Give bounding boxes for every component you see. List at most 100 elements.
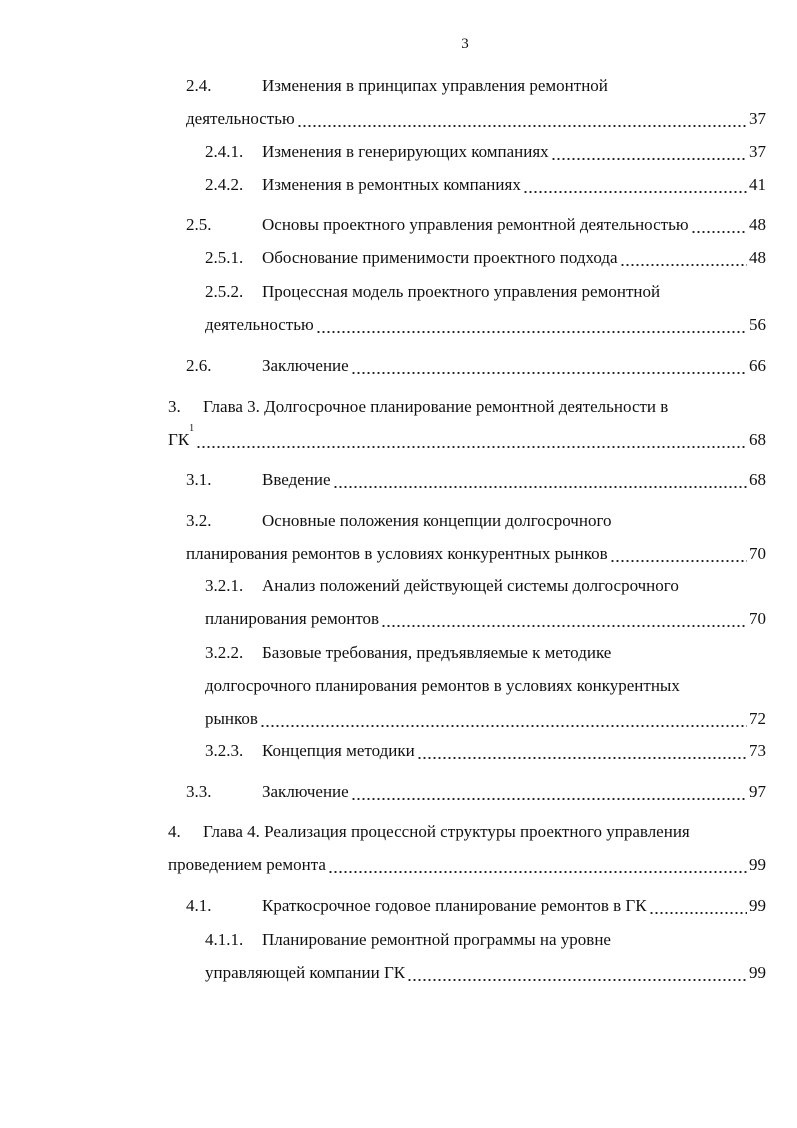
entry-page: 70	[749, 544, 766, 563]
entry-title: Планирование ремонтной программы на уров…	[262, 930, 611, 949]
entry-title: Заключение	[262, 782, 349, 801]
leader	[522, 174, 747, 196]
entry-line: Введение 68	[262, 469, 766, 491]
leader	[196, 429, 747, 451]
entry-line: деятельностью 37	[186, 108, 766, 130]
leader	[332, 469, 747, 491]
entry-title: Концепция методики	[262, 741, 415, 760]
entry-title: Анализ положений действующей системы дол…	[262, 576, 679, 595]
entry-number: 3.2.2.	[205, 643, 244, 662]
entry-title: долгосрочного планирования ремонтов в ус…	[205, 676, 680, 695]
entry-page: 37	[749, 142, 766, 161]
entry-number: 3.1.	[186, 470, 212, 489]
entry-title: Глава 3. Долгосрочное планирование ремон…	[203, 397, 669, 416]
entry-title: Введение	[262, 470, 331, 489]
entry-number: 2.4.1.	[205, 142, 244, 161]
entry-title: планирования ремонтов в условиях конкуре…	[186, 544, 608, 563]
entry-title: Краткосрочное годовое планирование ремон…	[262, 896, 647, 915]
entry-page: 41	[749, 175, 766, 194]
leader	[648, 895, 747, 917]
entry-page: 70	[749, 609, 766, 628]
leader	[550, 141, 747, 163]
entry-line: планирования ремонтов в условиях конкуре…	[186, 543, 766, 565]
entry-title: управляющей компании ГК	[205, 963, 406, 982]
entry-number: 2.5.	[186, 215, 212, 234]
entry-number: 2.6.	[186, 356, 212, 375]
entry-line: Краткосрочное годовое планирование ремон…	[262, 895, 766, 917]
leader	[350, 355, 747, 377]
entry-line: Изменения в генерирующих компаниях 37	[262, 141, 766, 163]
entry-title: Изменения в генерирующих компаниях	[262, 142, 549, 161]
entry-page: 56	[749, 315, 766, 334]
entry-page: 37	[749, 109, 766, 128]
entry-title: проведением ремонта	[168, 855, 326, 874]
entry-page: 66	[749, 356, 766, 375]
entry-number: 3.2.3.	[205, 741, 244, 760]
entry-line: рынков 72	[205, 708, 766, 730]
entry-title: планирования ремонтов	[205, 609, 380, 628]
leader	[416, 740, 747, 762]
leader	[259, 708, 747, 730]
entry-number: 2.4.2.	[205, 175, 244, 194]
entry-line: Заключение 66	[262, 355, 766, 377]
entry-page: 99	[749, 896, 766, 915]
entry-line: ГК 1 68	[168, 423, 766, 451]
entry-page: 48	[749, 215, 766, 234]
entry-number: 3.2.1.	[205, 576, 244, 595]
entry-number: 3.	[168, 397, 181, 416]
entry-page: 48	[749, 248, 766, 267]
page-number: 3	[461, 36, 469, 52]
entry-line: Изменения в ремонтных компаниях 41	[262, 174, 766, 196]
entry-line: Планирование ремонтной программы на уров…	[262, 929, 611, 951]
entry-line: долгосрочного планирования ремонтов в ус…	[205, 675, 680, 697]
entry-page: 99	[749, 963, 766, 982]
entry-title: Изменения в ремонтных компаниях	[262, 175, 521, 194]
entry-line: деятельностью 56	[205, 314, 766, 336]
entry-line: Изменения в принципах управления ремонтн…	[262, 75, 608, 97]
leader	[690, 214, 747, 236]
footnote-mark: 1	[189, 423, 195, 434]
entry-title: Изменения в принципах управления ремонтн…	[262, 76, 608, 95]
entry-number: 3.3.	[186, 782, 212, 801]
entry-title: Основные положения концепции долгосрочно…	[262, 511, 612, 530]
entry-line: Концепция методики 73	[262, 740, 766, 762]
entry-title: Основы проектного управления ремонтной д…	[262, 215, 689, 234]
entry-line: Глава 3. Долгосрочное планирование ремон…	[203, 396, 668, 418]
entry-page: 97	[749, 782, 766, 801]
entry-title: Глава 4. Реализация процессной структуры…	[203, 822, 690, 841]
entry-line: Базовые требования, предъявляемые к мето…	[262, 642, 611, 664]
entry-title: деятельностью	[205, 315, 314, 334]
entry-title: Заключение	[262, 356, 349, 375]
leader	[296, 108, 747, 130]
entry-line: Процессная модель проектного управления …	[262, 281, 660, 303]
entry-page: 72	[749, 709, 766, 728]
entry-title: Процессная модель проектного управления …	[262, 282, 661, 301]
leader	[407, 962, 747, 984]
entry-title: ГК	[168, 430, 190, 449]
entry-page: 68	[749, 470, 766, 489]
entry-line: Глава 4. Реализация процессной структуры…	[203, 821, 690, 843]
entry-line: Заключение 97	[262, 781, 766, 803]
entry-line: Обоснование применимости проектного подх…	[262, 247, 766, 269]
entry-number: 4.1.	[186, 896, 212, 915]
entry-number: 4.	[168, 822, 181, 841]
entry-number: 2.5.1.	[205, 248, 244, 267]
entry-line: управляющей компании ГК 99	[205, 962, 766, 984]
entry-page: 68	[749, 430, 766, 449]
entry-page: 99	[749, 855, 766, 874]
entry-line: Анализ положений действующей системы дол…	[262, 575, 679, 597]
entry-title: Базовые требования, предъявляемые к мето…	[262, 643, 612, 662]
entry-line: планирования ремонтов 70	[205, 608, 766, 630]
leader	[381, 608, 747, 630]
entry-number: 2.4.	[186, 76, 212, 95]
leader	[619, 247, 747, 269]
entry-number: 3.2.	[186, 511, 212, 530]
entry-page: 73	[749, 741, 766, 760]
entry-line: Основные положения концепции долгосрочно…	[262, 510, 612, 532]
leader	[350, 781, 747, 803]
entry-number: 4.1.1.	[205, 930, 244, 949]
entry-line: проведением ремонта 99	[168, 854, 766, 876]
entry-line: Основы проектного управления ремонтной д…	[262, 214, 766, 236]
entry-title: деятельностью	[186, 109, 295, 128]
